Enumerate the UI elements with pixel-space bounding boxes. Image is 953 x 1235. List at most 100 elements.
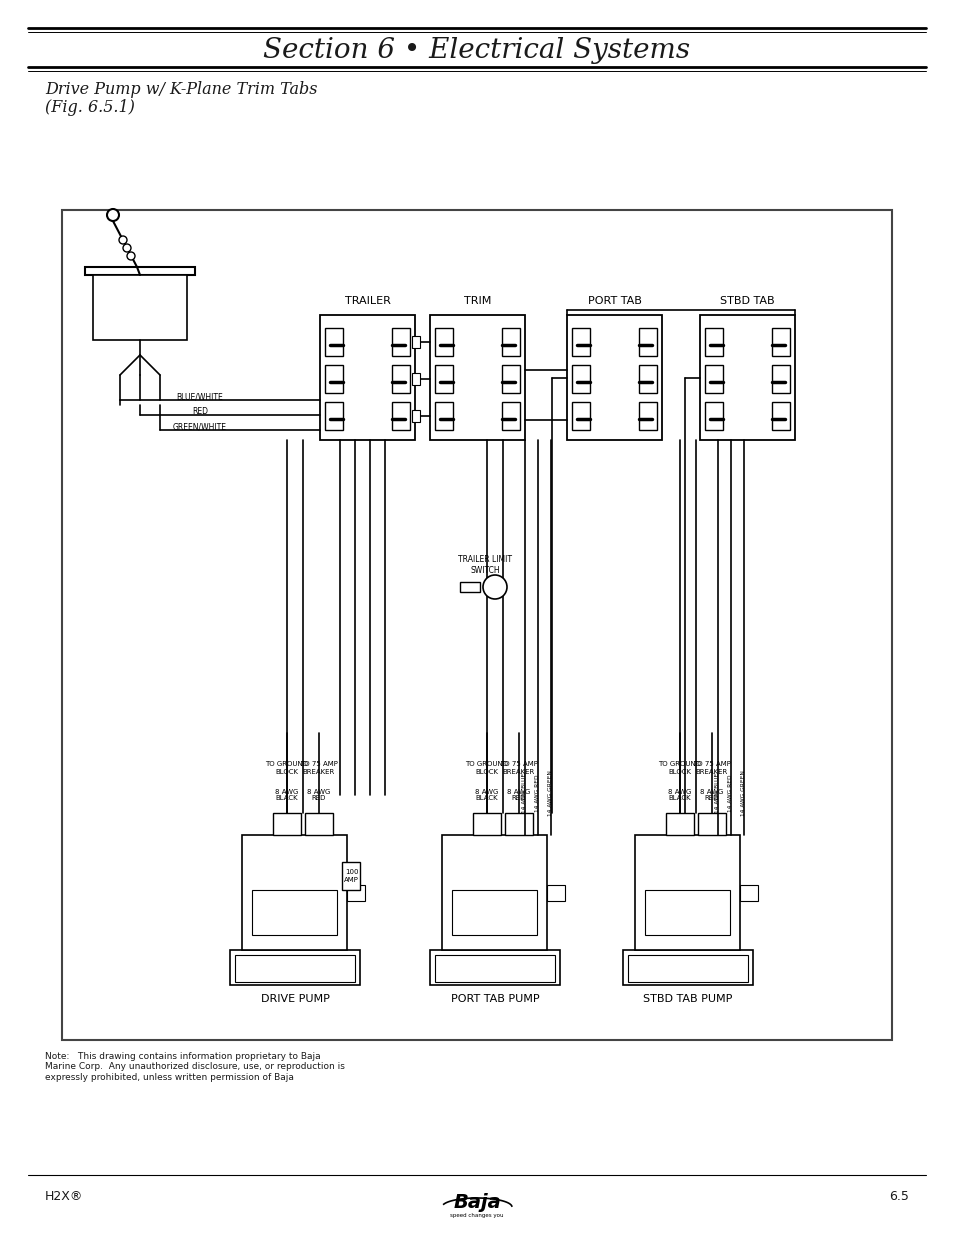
Text: 14 AWG BLUE: 14 AWG BLUE <box>715 773 720 813</box>
Circle shape <box>119 236 127 245</box>
Bar <box>435 955 555 982</box>
Bar <box>435 403 453 430</box>
Bar <box>412 336 419 348</box>
Bar <box>442 835 547 950</box>
Text: 8 AWG
RED: 8 AWG RED <box>700 788 723 802</box>
Bar <box>572 403 589 430</box>
Bar <box>253 890 337 935</box>
Text: BLUE/WHITE: BLUE/WHITE <box>176 393 223 401</box>
Text: 14 AWG BLUE: 14 AWG BLUE <box>522 773 527 813</box>
Bar <box>771 366 789 393</box>
Bar <box>627 955 747 982</box>
Bar <box>435 329 453 356</box>
Bar <box>85 267 194 275</box>
Circle shape <box>123 245 131 252</box>
Bar <box>639 366 657 393</box>
Text: TO GROUND
BLOCK: TO GROUND BLOCK <box>658 762 700 774</box>
Bar <box>501 403 519 430</box>
Bar <box>501 329 519 356</box>
Text: 6.5: 6.5 <box>888 1191 908 1203</box>
Text: TRAILER: TRAILER <box>344 296 390 306</box>
Bar <box>501 366 519 393</box>
Bar <box>305 813 333 835</box>
Text: 100
AMP: 100 AMP <box>344 869 358 883</box>
Bar <box>771 403 789 430</box>
Bar <box>325 403 343 430</box>
Bar <box>665 813 693 835</box>
Text: Baja: Baja <box>453 1193 500 1213</box>
Bar <box>273 813 301 835</box>
Text: TO 75 AMP
BREAKER: TO 75 AMP BREAKER <box>499 762 537 774</box>
Text: 14 AWG RED: 14 AWG RED <box>535 774 540 811</box>
Text: Section 6 • Electrical Systems: Section 6 • Electrical Systems <box>263 37 690 63</box>
Text: TO 75 AMP
BREAKER: TO 75 AMP BREAKER <box>692 762 730 774</box>
Bar <box>230 950 359 986</box>
Bar <box>319 315 415 440</box>
Text: TO GROUND
BLOCK: TO GROUND BLOCK <box>465 762 508 774</box>
Bar <box>412 373 419 385</box>
Bar <box>639 329 657 356</box>
Bar <box>412 410 419 422</box>
Bar <box>572 329 589 356</box>
Bar <box>566 315 661 440</box>
Circle shape <box>482 576 506 599</box>
Text: TO GROUND
BLOCK: TO GROUND BLOCK <box>265 762 308 774</box>
Bar <box>242 835 347 950</box>
Bar <box>342 862 360 890</box>
Bar <box>473 813 500 835</box>
Bar <box>347 884 365 900</box>
Text: PORT TAB PUMP: PORT TAB PUMP <box>450 994 538 1004</box>
Bar <box>435 366 453 393</box>
Bar <box>234 955 355 982</box>
Bar <box>645 890 730 935</box>
Bar <box>325 366 343 393</box>
Bar <box>635 835 740 950</box>
Bar <box>92 275 187 340</box>
Text: Drive Pump w/ K-Plane Trim Tabs: Drive Pump w/ K-Plane Trim Tabs <box>45 82 317 99</box>
Bar <box>62 210 891 1040</box>
Bar <box>771 329 789 356</box>
Bar <box>572 366 589 393</box>
Text: TO 75 AMP
BREAKER: TO 75 AMP BREAKER <box>300 762 337 774</box>
Text: DRIVE PUMP: DRIVE PUMP <box>260 994 329 1004</box>
Text: 14 AWG GREEN: 14 AWG GREEN <box>548 771 553 816</box>
Bar <box>430 950 559 986</box>
Bar <box>392 403 410 430</box>
Bar <box>704 366 722 393</box>
Text: (Fig. 6.5.1): (Fig. 6.5.1) <box>45 99 134 116</box>
Bar <box>704 403 722 430</box>
Text: 14 AWG GREEN: 14 AWG GREEN <box>740 771 745 816</box>
Text: 8 AWG
BLACK: 8 AWG BLACK <box>668 788 691 802</box>
Bar <box>622 950 752 986</box>
Text: TRAILER LIMIT
SWITCH: TRAILER LIMIT SWITCH <box>457 556 512 574</box>
Text: STBD TAB: STBD TAB <box>720 296 774 306</box>
Text: 8 AWG
RED: 8 AWG RED <box>307 788 331 802</box>
Bar <box>392 366 410 393</box>
Text: 14 AWG RED: 14 AWG RED <box>728 774 733 811</box>
Bar <box>547 884 565 900</box>
Bar <box>740 884 758 900</box>
Text: GREEN/WHITE: GREEN/WHITE <box>172 422 227 431</box>
Text: Note:   This drawing contains information proprietary to Baja
Marine Corp.  Any : Note: This drawing contains information … <box>45 1052 345 1082</box>
Text: TRIM: TRIM <box>463 296 491 306</box>
Text: PORT TAB: PORT TAB <box>587 296 640 306</box>
Bar <box>700 315 794 440</box>
Circle shape <box>107 209 119 221</box>
Text: STBD TAB PUMP: STBD TAB PUMP <box>642 994 732 1004</box>
Text: 8 AWG
RED: 8 AWG RED <box>507 788 530 802</box>
Bar <box>392 329 410 356</box>
Bar <box>704 329 722 356</box>
Text: 8 AWG
BLACK: 8 AWG BLACK <box>475 788 498 802</box>
Bar <box>452 890 537 935</box>
Bar <box>698 813 725 835</box>
Text: speed changes you: speed changes you <box>450 1213 503 1218</box>
Text: H2X®: H2X® <box>45 1191 83 1203</box>
Bar <box>504 813 533 835</box>
Bar <box>430 315 524 440</box>
Text: 8 AWG
BLACK: 8 AWG BLACK <box>275 788 298 802</box>
Circle shape <box>127 252 135 261</box>
Bar <box>325 329 343 356</box>
Bar <box>459 582 479 592</box>
Text: RED: RED <box>192 408 208 416</box>
Bar <box>639 403 657 430</box>
